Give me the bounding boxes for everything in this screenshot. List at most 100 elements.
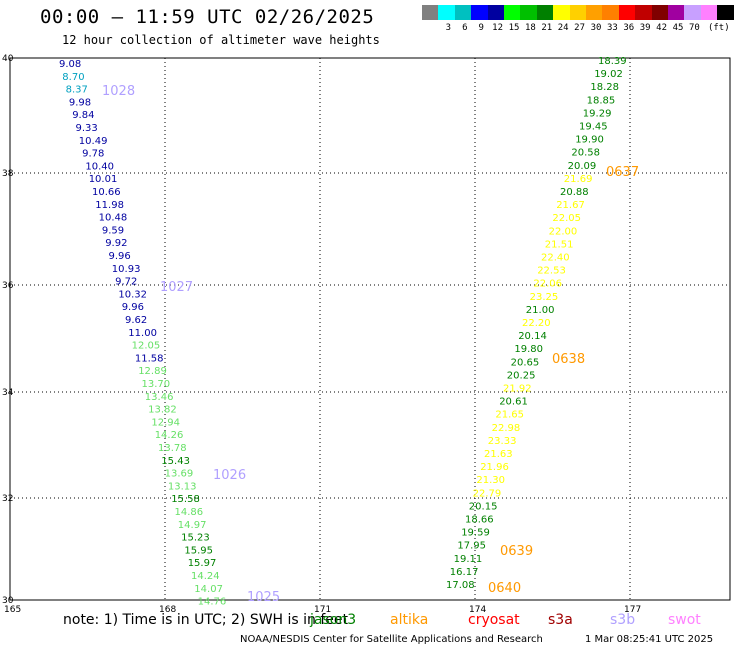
wave-height-label: 10.66 — [92, 187, 121, 198]
wave-height-label: 19.59 — [461, 528, 490, 539]
wave-height-label: 9.96 — [122, 302, 144, 313]
lat-tick-label: 32 — [2, 494, 13, 504]
wave-height-label: 18.66 — [465, 515, 494, 526]
legend-label: 70 — [688, 23, 700, 33]
wave-height-label: 22.20 — [522, 318, 551, 329]
wave-height-label: 19.90 — [575, 135, 604, 146]
wave-height-label: 9.92 — [105, 238, 127, 249]
page-subtitle: 12 hour collection of altimeter wave hei… — [62, 33, 380, 47]
wave-height-label: 14.86 — [175, 507, 204, 518]
lon-tick-label: 174 — [469, 605, 486, 615]
wave-height-label: 20.61 — [499, 397, 528, 408]
wave-height-label: 9.59 — [102, 225, 124, 236]
wave-height-label: 10.32 — [118, 289, 147, 300]
wave-height-label: 12.89 — [138, 366, 167, 377]
legend-label: 18 — [524, 23, 536, 33]
wave-height-label: 21.30 — [476, 475, 505, 486]
wave-height-label: 20.09 — [568, 161, 597, 172]
legend-swatch — [487, 5, 505, 20]
wave-height-label: 21.67 — [556, 200, 585, 211]
lat-tick-label: 36 — [2, 281, 14, 291]
wave-height-label: 13.13 — [168, 481, 197, 492]
wave-height-label: 15.97 — [188, 558, 217, 569]
legend-swatch — [586, 5, 603, 20]
wave-height-label: 15.23 — [181, 533, 210, 544]
time-label: 0640 — [488, 581, 521, 596]
wave-height-label: 13.82 — [148, 405, 177, 416]
wave-height-label: 23.33 — [488, 436, 517, 447]
wave-height-label: 18.28 — [590, 82, 619, 93]
generated-timestamp: 1 Mar 08:25:41 UTC 2025 — [585, 634, 714, 645]
wave-height-label: 13.70 — [142, 379, 171, 390]
legend-swatch — [717, 5, 735, 20]
wave-height-label: 21.92 — [503, 384, 532, 395]
wave-height-label: 19.11 — [454, 554, 483, 565]
wave-height-label: 10.01 — [89, 174, 118, 185]
time-label: 1025 — [247, 590, 280, 605]
wave-height-label: 18.39 — [598, 56, 627, 67]
wave-height-label: 20.25 — [507, 370, 536, 381]
legend-swatch — [635, 5, 653, 20]
lon-tick-label: 165 — [4, 605, 21, 615]
satellite-altika: altika — [390, 612, 429, 628]
lon-tick-label: 177 — [624, 605, 641, 615]
wave-height-label: 11.98 — [95, 200, 124, 211]
legend-label: 9 — [478, 23, 484, 33]
legend-swatch — [454, 5, 472, 20]
satellite-jason3: jason3 — [310, 612, 357, 628]
wave-height-label: 17.95 — [457, 541, 486, 552]
wave-height-label: 9.96 — [109, 251, 131, 262]
wave-height-label: 19.29 — [583, 108, 612, 119]
wave-height-label: 18.85 — [587, 95, 616, 106]
wave-height-label: 14.76 — [198, 597, 227, 608]
legend-label: 12 — [492, 23, 504, 33]
wave-height-label: 21.96 — [480, 462, 509, 473]
wave-height-label: 9.62 — [125, 315, 147, 326]
wave-height-label: 15.95 — [184, 545, 213, 556]
wave-height-label: 13.69 — [165, 469, 194, 480]
footer-note: note: 1) Time is in UTC; 2) SWH is in fe… — [63, 612, 349, 628]
legend-swatch — [651, 5, 669, 20]
legend-label: 3 — [445, 23, 452, 33]
wave-height-label: 22.53 — [537, 266, 566, 277]
legend-unit: (ft) — [707, 23, 730, 33]
lat-tick-label: 38 — [2, 169, 14, 179]
wave-height-label: 21.65 — [495, 410, 524, 421]
wave-height-label: 23.25 — [530, 292, 559, 303]
wave-height-label: 14.26 — [155, 430, 184, 441]
lat-tick-label: 30 — [2, 596, 14, 606]
wave-height-label: 14.07 — [194, 584, 223, 595]
wave-height-label: 20.58 — [571, 148, 600, 159]
legend-swatch — [504, 5, 521, 20]
wave-height-label: 15.58 — [171, 494, 200, 505]
satellite-s3a: s3a — [548, 612, 573, 628]
legend-swatch — [700, 5, 718, 20]
lon-tick-label: 171 — [314, 605, 331, 615]
legend-swatch — [569, 5, 587, 20]
wave-height-label: 9.33 — [76, 123, 98, 134]
wave-height-label: 11.00 — [128, 328, 157, 339]
wave-height-label: 9.84 — [72, 110, 94, 121]
wave-height-label: 17.08 — [446, 580, 475, 591]
legend-label: 39 — [639, 23, 651, 33]
wave-height-label: 10.40 — [85, 161, 114, 172]
legend-label: 33 — [606, 23, 618, 33]
wave-height-label: 19.02 — [594, 69, 623, 80]
wave-height-label: 21.69 — [564, 174, 593, 185]
wave-height-label: 10.48 — [99, 213, 128, 224]
lat-tick-label: 40 — [2, 54, 14, 64]
legend-swatch — [668, 5, 685, 20]
legend-swatch — [520, 5, 538, 20]
wave-height-label: 14.97 — [178, 520, 207, 531]
legend-label: 27 — [574, 23, 586, 33]
legend-label: 24 — [557, 23, 569, 33]
wave-height-label: 21.63 — [484, 449, 513, 460]
legend-label: 45 — [672, 23, 684, 33]
legend-label: 36 — [623, 23, 635, 33]
wave-height-label: 21.00 — [526, 305, 555, 316]
legend-swatch — [536, 5, 554, 20]
legend-swatch — [471, 5, 489, 20]
wave-height-label: 10.93 — [112, 264, 141, 275]
wave-height-label: 8.70 — [62, 72, 84, 83]
legend-swatch — [602, 5, 620, 20]
